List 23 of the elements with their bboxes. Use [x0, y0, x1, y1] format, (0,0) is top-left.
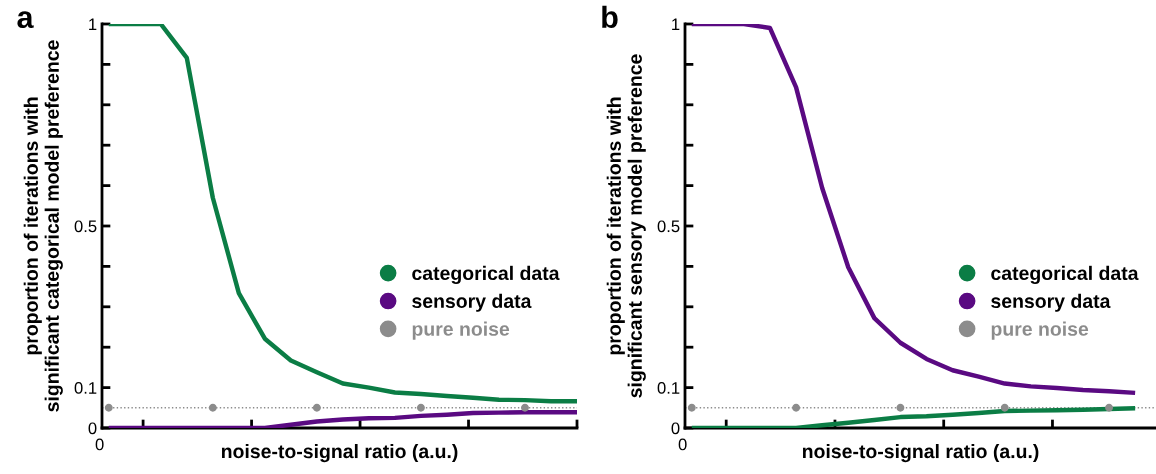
line-series	[106, 24, 577, 404]
legend-label: sensory data	[412, 293, 532, 312]
chart-title: a	[17, 11, 34, 29]
y-tick-label: 0.1	[657, 382, 680, 394]
y-tick-label: 0.5	[657, 220, 680, 233]
legend-label: pure noise	[991, 321, 1089, 340]
line-series	[689, 24, 1138, 396]
line-series	[689, 405, 1138, 428]
y-axis-title: proportion of iterations with significant sensory model preference	[606, 54, 646, 398]
y-axis-title: proportion of iterations with significant categorical model preference	[23, 40, 63, 412]
legend-label: pure noise	[412, 321, 510, 340]
legend-label: sensory data	[991, 293, 1111, 312]
y-tick-label: 1	[672, 18, 680, 31]
legend-label: categorical data	[412, 265, 560, 285]
legend-label: categorical data	[991, 265, 1139, 285]
y-tick-label: 0	[671, 422, 680, 435]
y-tick-label: 1	[89, 18, 97, 31]
y-tick-label: 0.1	[74, 382, 97, 394]
y-tick-label: 0.5	[74, 220, 97, 233]
y-tick-label: 0	[88, 422, 97, 435]
chart-title: b	[602, 5, 618, 29]
x-axis-title: noise-to-signal ratio (a.u.)	[802, 443, 1039, 463]
x-axis-title: noise-to-signal ratio (a.u.)	[221, 443, 458, 463]
